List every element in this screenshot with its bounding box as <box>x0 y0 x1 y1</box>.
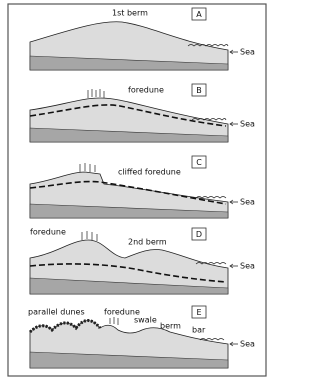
diagram: 1st berm A Sea foredune B Sea cliffed fo… <box>0 0 274 381</box>
sea-label: Sea <box>240 262 255 271</box>
label: bar <box>192 326 206 335</box>
label: swale <box>134 316 157 325</box>
panel-letter: A <box>196 10 202 19</box>
sea-label: Sea <box>240 48 255 57</box>
label: 2nd berm <box>128 238 167 247</box>
panel-letter: C <box>196 158 202 167</box>
panel-letter: D <box>196 230 202 239</box>
panel-letter: E <box>196 308 201 317</box>
label: 1st berm <box>112 9 148 18</box>
sea-label: Sea <box>240 120 255 129</box>
label: foredune <box>30 228 66 237</box>
label: parallel dunes <box>28 308 85 317</box>
label: foredune <box>128 86 164 95</box>
label: berm <box>160 322 181 331</box>
label: cliffed foredune <box>118 168 181 177</box>
panel-letter: B <box>196 86 202 95</box>
sea-label: Sea <box>240 340 255 349</box>
sea-label: Sea <box>240 198 255 207</box>
